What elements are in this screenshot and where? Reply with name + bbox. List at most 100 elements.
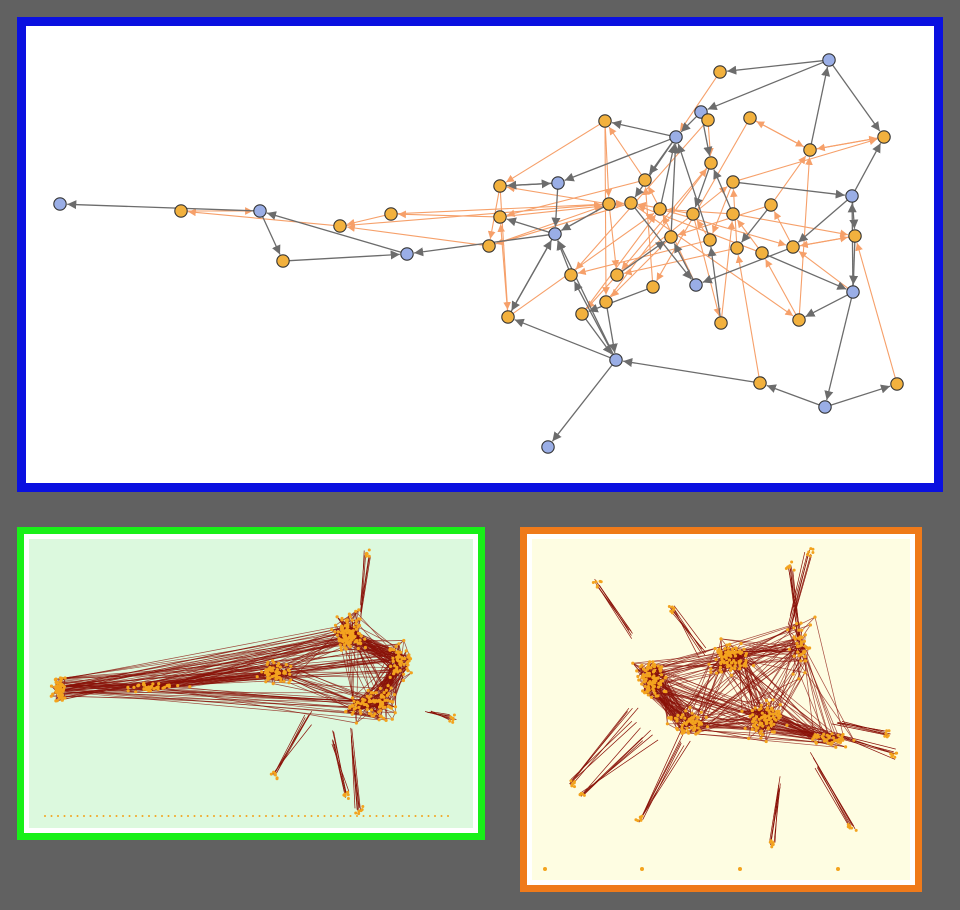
left-node-175 (335, 615, 339, 619)
right-node-124 (739, 641, 743, 646)
blue-node-31 (845, 189, 859, 203)
left-node-55 (61, 683, 65, 688)
right-node-271 (777, 716, 781, 720)
orange-edge-23 (711, 187, 732, 234)
right-node-74 (657, 681, 661, 686)
right-edge-865 (788, 549, 811, 629)
left-edge-279 (269, 640, 346, 668)
left-node-tip-860 (273, 773, 277, 777)
right-node-tip-862 (670, 605, 674, 609)
left-node-tip-857 (269, 772, 273, 776)
right-node-tip-845 (595, 584, 599, 588)
blue-node-47 (846, 285, 860, 299)
right-node-193 (751, 713, 755, 717)
left-node-407 (409, 671, 413, 675)
gray-edge-7 (506, 217, 550, 233)
right-node-328 (697, 720, 701, 724)
right-node-92 (659, 668, 663, 672)
right-node-246 (771, 698, 775, 702)
right-edge-811 (803, 651, 815, 737)
right-node-333 (680, 723, 684, 727)
left-graph-edges (51, 550, 457, 812)
left-node-301 (383, 698, 387, 702)
left-node-86 (166, 683, 170, 687)
right-node-64 (643, 679, 647, 683)
gray-edge-5 (551, 189, 561, 227)
right-node-93 (646, 693, 650, 697)
left-edge-281 (55, 665, 291, 680)
gray-edge-26 (680, 115, 698, 133)
left-node-257 (347, 630, 352, 634)
right-node-413 (852, 738, 856, 742)
right-node-198 (764, 739, 768, 744)
right-node-233 (747, 736, 751, 741)
right-edge-875 (792, 569, 801, 638)
left-node-362 (377, 710, 381, 714)
right-edge-886 (817, 766, 851, 828)
left-edge-148 (137, 638, 347, 687)
left-node-tip-849 (361, 805, 365, 809)
right-node-289 (676, 713, 680, 717)
left-node-tip-866 (452, 713, 456, 717)
left-node-tip-862 (448, 719, 452, 723)
left-node-359 (379, 702, 383, 706)
left-node-251 (350, 636, 354, 640)
orange-node-20 (877, 130, 891, 144)
left-node-420 (398, 660, 402, 664)
left-node-tip-854 (357, 809, 361, 813)
right-node-tip-866 (807, 550, 811, 554)
left-node-140 (289, 664, 293, 668)
left-isolated-node-17 (154, 815, 157, 817)
orange-edge-8 (505, 123, 600, 183)
left-edge-845 (360, 556, 371, 616)
right-edge-898 (641, 728, 683, 817)
left-node-342 (378, 714, 382, 718)
orange-edge-54 (665, 210, 787, 247)
blue-node-0 (53, 197, 67, 211)
right-node-tip-902 (887, 729, 891, 733)
left-isolated-node-30 (239, 815, 241, 817)
right-node-363 (803, 671, 807, 675)
right-node-154 (729, 668, 733, 672)
gray-edge-28 (564, 138, 671, 182)
left-edge-463 (57, 644, 341, 691)
right-edge-762 (803, 651, 832, 745)
left-node-tip-864 (451, 720, 455, 724)
right-node-367 (797, 654, 801, 658)
left-node-tip-853 (354, 811, 358, 815)
left-edge-844 (360, 555, 365, 606)
left-node-191 (357, 608, 361, 612)
left-node-141 (288, 672, 292, 676)
left-node-295 (350, 696, 355, 700)
left-node-253 (347, 612, 351, 616)
left-node-352 (373, 700, 377, 704)
right-node-282 (692, 724, 697, 728)
left-isolated-node-49 (362, 815, 365, 817)
left-node-354 (344, 710, 348, 714)
orange-node-25 (602, 197, 616, 211)
right-node-414 (838, 740, 843, 744)
left-edge-865 (430, 710, 450, 721)
right-node-231 (769, 721, 773, 725)
right-edge-861 (672, 605, 700, 659)
right-edge-731 (770, 673, 794, 715)
left-edge-846 (359, 556, 370, 612)
right-node-107 (727, 658, 731, 662)
left-edge-8 (59, 690, 380, 721)
right-edge-830 (775, 713, 818, 738)
left-node-349 (391, 700, 395, 704)
right-node-234 (759, 736, 763, 740)
right-node-322 (686, 729, 690, 733)
right-node-247 (769, 712, 773, 716)
right-node-303 (705, 725, 710, 729)
left-isolated-node-34 (265, 815, 267, 817)
right-node-298 (694, 732, 698, 736)
right-node-340 (795, 641, 799, 645)
orange-edge-58 (346, 201, 602, 227)
left-edge-310 (267, 640, 348, 679)
left-node-274 (388, 699, 392, 703)
orange-node-39 (610, 268, 624, 282)
right-edge-724 (777, 636, 795, 716)
left-node-tip-843 (367, 548, 371, 552)
left-isolated-node-44 (330, 815, 332, 817)
